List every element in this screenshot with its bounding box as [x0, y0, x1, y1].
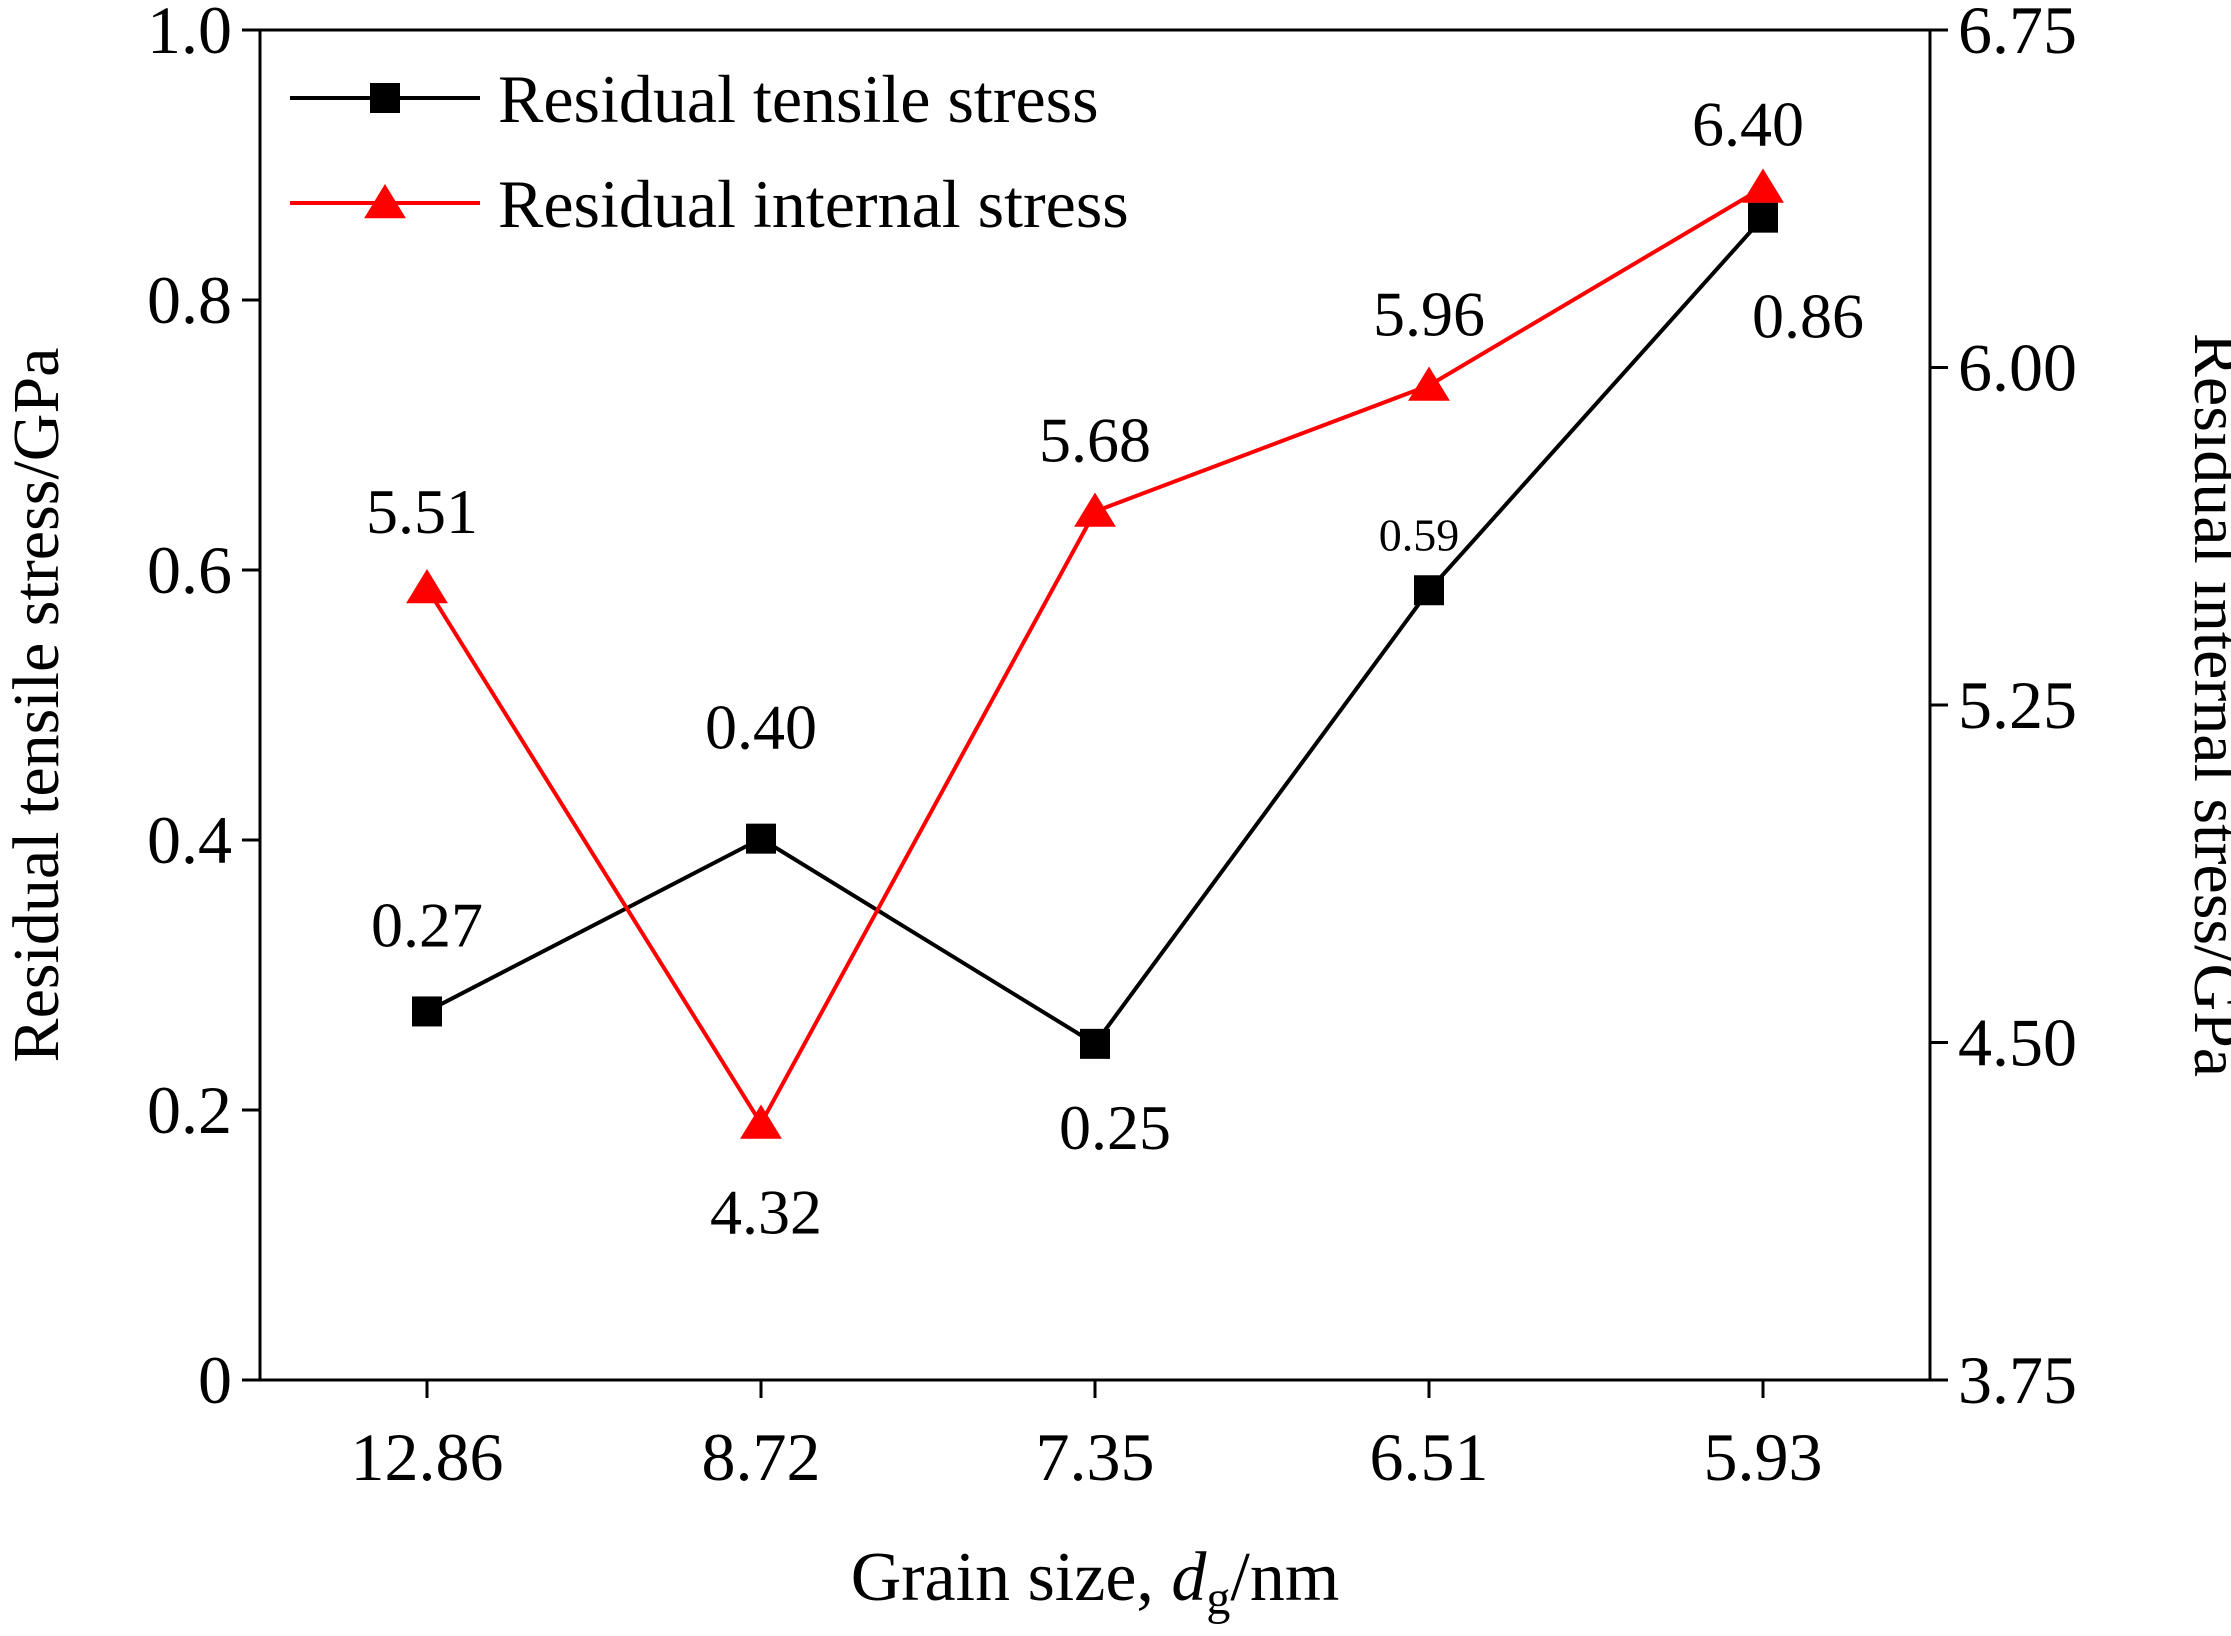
y-right-tick-label: 5.25	[1958, 667, 2077, 743]
data-point	[1748, 202, 1778, 233]
y-left-tick-label: 0.4	[147, 802, 232, 878]
legend-marker-square	[370, 83, 400, 113]
y-right-tick-label: 3.75	[1958, 1342, 2077, 1418]
y-left-tick-label: 1.0	[147, 0, 232, 68]
y-left-tick-label: 0.2	[147, 1072, 232, 1148]
data-label: 5.68	[1039, 405, 1151, 476]
y-right-tick-label: 6.75	[1958, 0, 2077, 68]
data-label: 0.27	[371, 889, 483, 960]
legend-label: Residual internal stress	[498, 166, 1129, 242]
x-tick-label: 8.72	[702, 1419, 821, 1495]
data-point	[746, 823, 776, 854]
data-label: 5.96	[1373, 279, 1485, 350]
y-axis-right-label: Residual internal stress/GPa	[2180, 333, 2231, 1077]
data-label: 0.86	[1752, 281, 1864, 352]
legend-marker-triangle	[364, 184, 406, 219]
data-label: 0.40	[705, 692, 817, 763]
x-tick-label: 6.51	[1370, 1419, 1489, 1495]
y-left-tick-label: 0.8	[147, 262, 232, 338]
data-point	[1408, 366, 1450, 401]
y-right-tick-label: 4.50	[1958, 1005, 2077, 1081]
y-left-tick-label: 0.6	[147, 532, 232, 608]
data-point	[1074, 492, 1116, 527]
data-point	[740, 1104, 782, 1139]
y-left-tick-label: 0	[198, 1342, 232, 1418]
x-tick-label: 12.86	[351, 1419, 504, 1495]
data-point	[1414, 575, 1444, 606]
series-line-internal	[425, 185, 1765, 1128]
legend: Residual tensile stress Residual internal…	[290, 61, 1129, 242]
data-point	[1742, 168, 1784, 203]
data-point	[1080, 1028, 1110, 1059]
data-label: 5.51	[366, 476, 478, 547]
data-label: 6.40	[1692, 89, 1804, 160]
data-label: 4.32	[710, 1177, 822, 1248]
x-axis-label: Grain size, dg/nm	[851, 1539, 1340, 1625]
y-right-tick-label: 6.00	[1958, 330, 2077, 406]
data-label: 0.59	[1379, 509, 1460, 560]
legend-label: Residual tensile stress	[498, 61, 1099, 137]
data-point	[406, 569, 448, 604]
y-axis-left-label: Residual tensile stress/GPa	[0, 348, 73, 1063]
x-tick-label: 5.93	[1704, 1419, 1823, 1495]
x-tick-label: 7.35	[1036, 1419, 1155, 1495]
series-line-tensile	[426, 216, 1765, 1047]
data-label: 0.25	[1059, 1092, 1171, 1163]
data-point	[412, 996, 442, 1027]
